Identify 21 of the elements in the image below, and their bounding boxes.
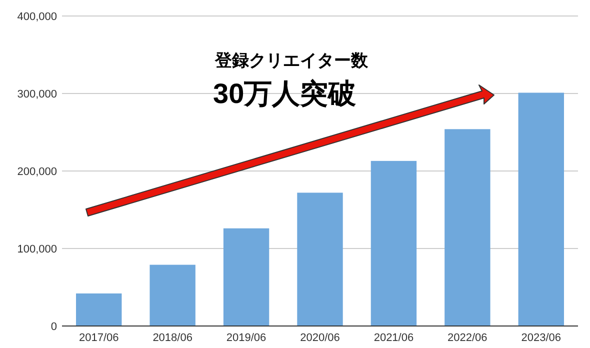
text: 30万人突破 — [213, 78, 356, 109]
bar — [76, 293, 122, 326]
x-tick-label: 2018/06 — [152, 332, 192, 344]
y-tick-label: 100,000 — [17, 243, 57, 256]
bar — [444, 129, 490, 326]
y-tick-label: 0 — [50, 320, 57, 333]
bar — [150, 264, 196, 326]
y-tick-label: 400,000 — [17, 10, 57, 23]
x-tick-label: 2021/06 — [374, 332, 414, 344]
bar — [223, 228, 270, 326]
text: 登録クリエイター数 — [214, 51, 369, 70]
x-tick-label: 2020/06 — [300, 332, 340, 344]
y-tick-label: 200,000 — [17, 166, 57, 178]
x-tick-label: 2019/06 — [226, 332, 266, 344]
y-tick-label: 300,000 — [17, 88, 57, 100]
x-tick-label: 2017/06 — [78, 332, 119, 344]
x-tick-label: 2022/06 — [448, 332, 488, 344]
bar — [297, 192, 343, 326]
bar — [518, 92, 564, 326]
x-tick-label: 2023/06 — [521, 332, 562, 344]
bar — [370, 160, 417, 326]
